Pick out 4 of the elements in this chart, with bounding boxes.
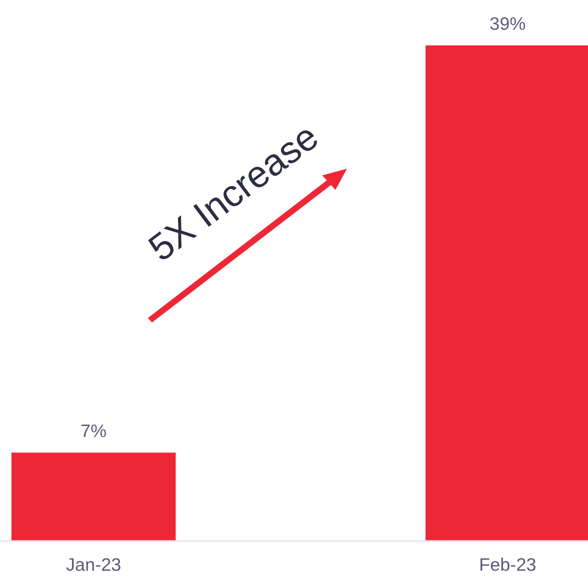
- x-tick-label: Jan-23: [66, 558, 120, 571]
- data-label: 39%: [490, 17, 526, 30]
- x-tick-label: Feb-23: [480, 558, 536, 571]
- data-label: 7%: [81, 424, 106, 438]
